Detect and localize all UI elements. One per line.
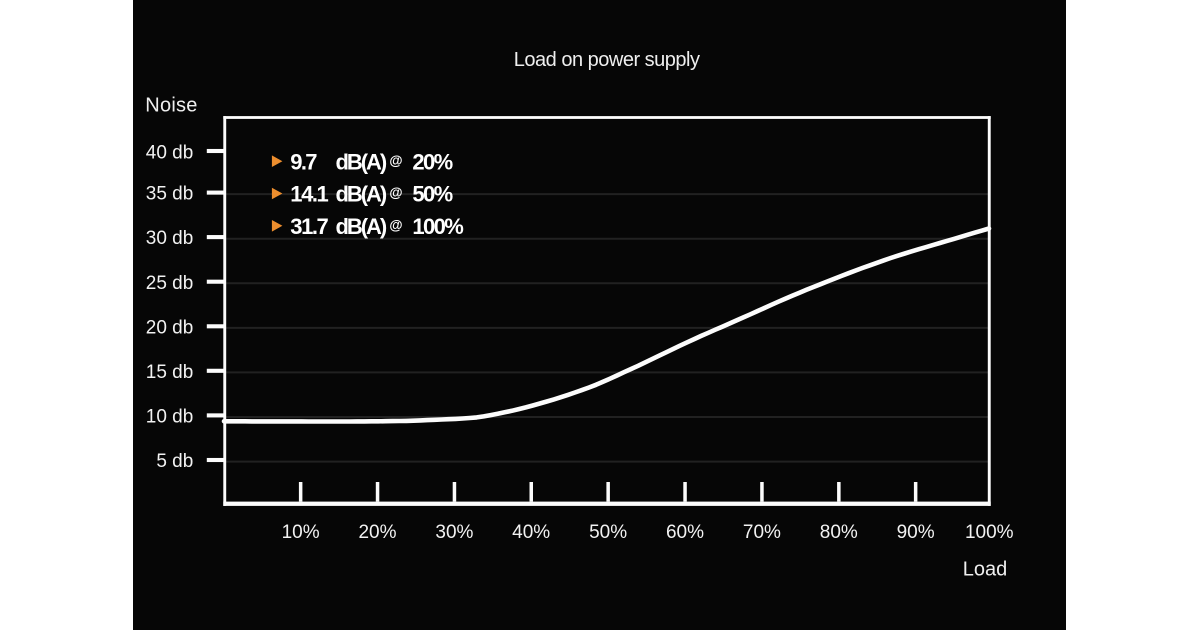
svg-text:Load: Load (963, 559, 1008, 581)
svg-text:90%: 90% (897, 522, 935, 543)
svg-text:14.1dB(A)@50%: 14.1 dB(A) @50% (290, 182, 452, 207)
svg-text:80%: 80% (820, 522, 858, 543)
svg-text:31.7dB(A)@100%: 31.7 dB(A) @100% (290, 214, 463, 239)
svg-text:60%: 60% (666, 522, 704, 543)
svg-text:40 db: 40 db (146, 143, 194, 164)
svg-text:9.7dB(A)@20%: 9.7 dB(A) @20% (290, 149, 452, 174)
svg-text:50%: 50% (589, 522, 627, 543)
svg-text:Load on power supply: Load on power supply (514, 49, 700, 71)
svg-text:Noise: Noise (145, 95, 197, 117)
svg-text:20 db: 20 db (146, 317, 194, 338)
svg-text:100%: 100% (965, 522, 1014, 543)
svg-text:40%: 40% (512, 522, 550, 543)
svg-text:10 db: 10 db (146, 407, 194, 428)
svg-text:25 db: 25 db (146, 273, 194, 294)
svg-text:5 db: 5 db (156, 451, 193, 472)
svg-text:15 db: 15 db (146, 362, 194, 383)
svg-text:30%: 30% (435, 522, 473, 543)
svg-text:70%: 70% (743, 522, 781, 543)
svg-text:10%: 10% (282, 522, 320, 543)
svg-text:30 db: 30 db (146, 228, 194, 249)
svg-text:35 db: 35 db (146, 184, 194, 205)
svg-text:20%: 20% (358, 522, 396, 543)
